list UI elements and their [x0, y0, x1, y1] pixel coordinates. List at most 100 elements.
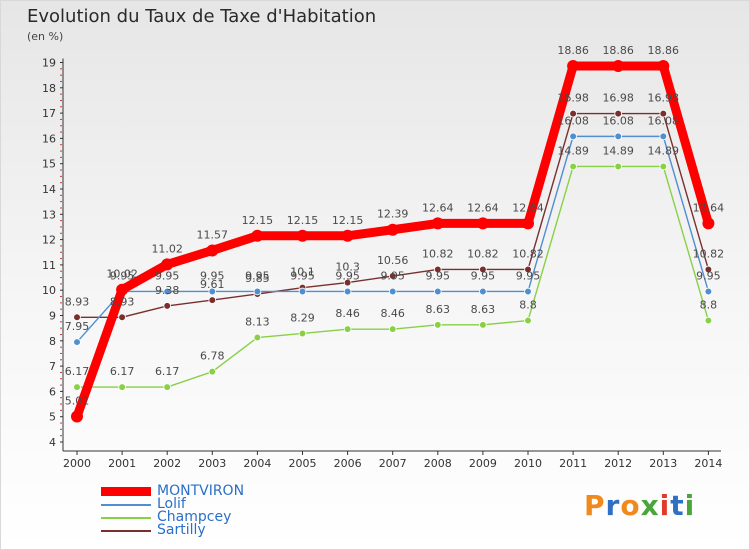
x-tick-label: 2013 — [649, 457, 677, 470]
data-label: 6.17 — [155, 365, 180, 378]
data-label: 12.15 — [332, 214, 364, 227]
legend-label-champcey: Champcey — [157, 509, 232, 525]
data-point — [388, 325, 397, 333]
chart-title: Evolution du Taux de Taxe d'Habitation — [27, 6, 377, 27]
data-point — [163, 383, 172, 391]
data-point — [433, 287, 442, 296]
data-label: 9.95 — [200, 269, 225, 282]
data-label: 9.95 — [335, 269, 360, 282]
data-label: 11.02 — [151, 242, 183, 255]
data-label: 18.86 — [602, 44, 634, 57]
data-point — [343, 278, 352, 287]
data-label: 9.95 — [471, 269, 496, 282]
y-tick-label: 12 — [42, 234, 56, 247]
data-label: 10.3 — [335, 261, 360, 274]
y-tick-label: 4 — [49, 436, 56, 449]
data-label: 9.95 — [696, 269, 721, 282]
data-label: 14.89 — [557, 144, 589, 157]
y-tick-label: 9 — [49, 310, 56, 323]
legend-swatch-lolif — [101, 504, 151, 506]
data-label: 9.38 — [155, 284, 180, 297]
y-tick-label: 7 — [49, 360, 56, 373]
proxiti-logo: Proxiti — [584, 489, 695, 522]
data-point — [161, 258, 174, 271]
chart-unit: (en %) — [27, 30, 64, 43]
legend-swatch-montviron — [101, 487, 151, 496]
legend-swatch-champcey — [101, 517, 151, 519]
data-point — [569, 132, 577, 141]
data-label: 10.82 — [512, 247, 544, 260]
data-point — [251, 229, 264, 242]
x-tick-label: 2006 — [334, 457, 362, 470]
data-label: 8.93 — [110, 295, 135, 308]
data-point — [479, 287, 487, 296]
data-point — [343, 287, 352, 296]
data-point — [659, 132, 668, 141]
data-point — [73, 313, 81, 322]
x-tick-label: 2003 — [198, 457, 226, 470]
data-point — [614, 162, 622, 171]
data-point — [702, 217, 715, 230]
data-point — [118, 313, 126, 322]
data-label: 16.08 — [602, 114, 634, 127]
data-point — [388, 272, 397, 280]
data-point — [704, 316, 713, 325]
data-point — [704, 265, 713, 274]
data-label: 11.57 — [197, 228, 229, 241]
data-point — [73, 383, 81, 391]
x-tick-label: 2002 — [153, 457, 181, 470]
data-point — [522, 217, 534, 230]
line-chart: 4 5 6 7 8 9 10 11 12 13 14 15 16 17 18 19 2000 2001 2002 20… — [42, 44, 725, 470]
data-point — [614, 132, 622, 141]
y-tick-label: 15 — [42, 158, 56, 171]
data-point — [163, 302, 172, 310]
data-point — [479, 321, 487, 329]
data-label: 9.61 — [200, 278, 225, 291]
data-point — [208, 287, 217, 296]
data-label: 12.64 — [693, 201, 725, 214]
data-label: 16.98 — [557, 92, 589, 105]
y-tick-label: 18 — [42, 82, 56, 95]
logo-letter: t — [670, 489, 685, 522]
data-label: 8.46 — [335, 307, 360, 320]
data-label: 12.39 — [377, 208, 409, 221]
data-label: 16.98 — [648, 92, 680, 105]
x-tick-label: 2001 — [108, 457, 136, 470]
legend-label-sartilly: Sartilly — [157, 522, 206, 538]
legend-label-montviron: MONTVIRON — [157, 483, 245, 499]
data-label: 10.82 — [693, 247, 725, 260]
x-tick-label: 2009 — [469, 457, 497, 470]
data-label: 5.01 — [65, 394, 90, 407]
data-label: 16.08 — [648, 114, 680, 127]
data-point — [116, 283, 129, 296]
data-point — [298, 329, 307, 338]
x-tick-label: 2014 — [694, 457, 722, 470]
data-point — [476, 217, 489, 230]
data-label: 10.1 — [290, 266, 315, 279]
data-point — [479, 265, 487, 274]
data-point — [657, 60, 670, 73]
data-point — [208, 367, 217, 376]
data-label: 10.82 — [422, 247, 454, 260]
y-tick-label: 8 — [49, 335, 56, 348]
y-tick-label: 5 — [49, 411, 56, 424]
data-label: 6.17 — [65, 365, 90, 378]
data-point — [704, 287, 713, 296]
data-label: 8.8 — [700, 299, 718, 312]
data-label: 9.95 — [516, 269, 541, 282]
data-label: 9.95 — [110, 269, 135, 282]
x-tick-label: 2008 — [424, 457, 452, 470]
data-label: 8.93 — [65, 295, 90, 308]
data-point — [567, 60, 580, 73]
x-tick-label: 2012 — [604, 457, 632, 470]
legend-swatch-sartilly — [101, 530, 151, 532]
data-point — [71, 410, 83, 423]
data-label: 8.29 — [290, 311, 315, 324]
y-tick-label: 19 — [42, 57, 56, 70]
data-label: 9.95 — [245, 269, 270, 282]
data-label: 12.15 — [242, 214, 274, 227]
logo-letter: o — [620, 489, 641, 522]
x-tick-label: 2011 — [559, 457, 587, 470]
data-label: 9.95 — [380, 269, 405, 282]
